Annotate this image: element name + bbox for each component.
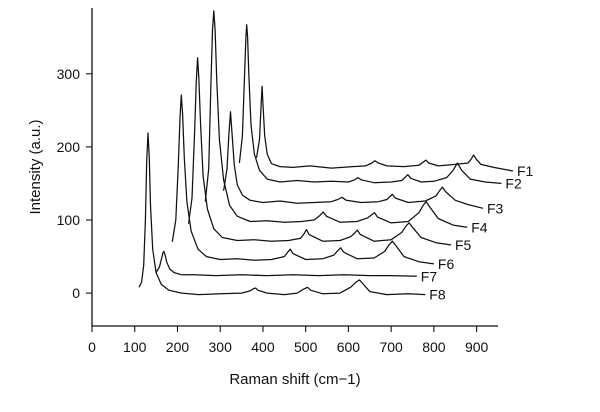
x-tick-label: 200 [166, 339, 190, 355]
series-f5: F5 [187, 57, 472, 253]
peak-point [306, 286, 308, 288]
y-tick-label: 200 [57, 139, 81, 155]
series-f1: F1 [255, 85, 534, 179]
x-tick-label: 300 [209, 339, 233, 355]
peak-point [374, 160, 376, 162]
peak-point [425, 159, 427, 161]
y-tick-label: 0 [72, 285, 80, 301]
peak-point [163, 250, 165, 252]
x-tick-label: 100 [123, 339, 147, 355]
x-tick-label: 800 [422, 339, 446, 355]
series-line-f1 [255, 85, 514, 172]
series-label-f8: F8 [429, 287, 446, 303]
y-tick-label: 100 [57, 212, 81, 228]
peak-point [229, 111, 231, 113]
series-line-f4 [204, 10, 468, 228]
series-label-f4: F4 [471, 219, 488, 235]
peak-point [425, 201, 427, 203]
peak-point [391, 193, 393, 195]
peak-point [147, 132, 149, 134]
series-line-f8 [138, 132, 426, 296]
series-f6: F6 [171, 94, 455, 272]
series-line-f7 [155, 250, 417, 277]
peak-point [456, 162, 458, 164]
peak-point [261, 85, 263, 87]
series-label-f2: F2 [505, 175, 522, 191]
y-axis-title: Intensity (a.u.) [27, 119, 44, 214]
peak-point [341, 196, 343, 198]
series-f3: F3 [222, 111, 504, 216]
peak-point [472, 154, 474, 156]
x-tick-label: 700 [379, 339, 403, 355]
series-line-f5 [187, 57, 452, 246]
peak-point [180, 94, 182, 96]
peak-point [356, 229, 358, 231]
peak-point [340, 247, 342, 249]
peak-point [255, 287, 257, 289]
peak-point [305, 228, 307, 230]
x-tick-label: 900 [465, 339, 489, 355]
peak-point [322, 211, 324, 213]
x-tick-label: 500 [294, 339, 318, 355]
peak-point [196, 57, 198, 59]
series-label-f3: F3 [487, 200, 504, 216]
peak-point [408, 222, 410, 224]
peak-point [289, 248, 291, 250]
peak-point [358, 279, 360, 281]
axes: 0 100 200 300 400 500 600 700 800 900 0 100 200 300 [57, 8, 498, 355]
series-f7: F7 [155, 250, 438, 284]
x-tick-label: 0 [88, 339, 96, 355]
series-line-f6 [171, 94, 434, 265]
peak-point [246, 24, 248, 26]
x-axis-title: Raman shift (cm−1) [229, 371, 360, 388]
peak-point [391, 240, 393, 242]
x-tick-label: 600 [337, 339, 361, 355]
y-tick-label: 300 [57, 66, 81, 82]
series-f2: F2 [238, 24, 522, 191]
series-f4: F4 [204, 10, 488, 235]
peak-point [357, 176, 359, 178]
peak-point [213, 10, 215, 12]
series-label-f5: F5 [455, 237, 472, 253]
series-line-f3 [222, 111, 484, 209]
peak-point [441, 186, 443, 188]
series-label-f7: F7 [421, 268, 438, 284]
series-line-f2 [238, 24, 502, 185]
series-f8: F8 [138, 132, 446, 303]
x-tick-label: 400 [251, 339, 275, 355]
series-label-f6: F6 [438, 256, 455, 272]
series-label-f1: F1 [517, 163, 534, 179]
peak-point [373, 212, 375, 214]
peak-point [407, 174, 409, 176]
